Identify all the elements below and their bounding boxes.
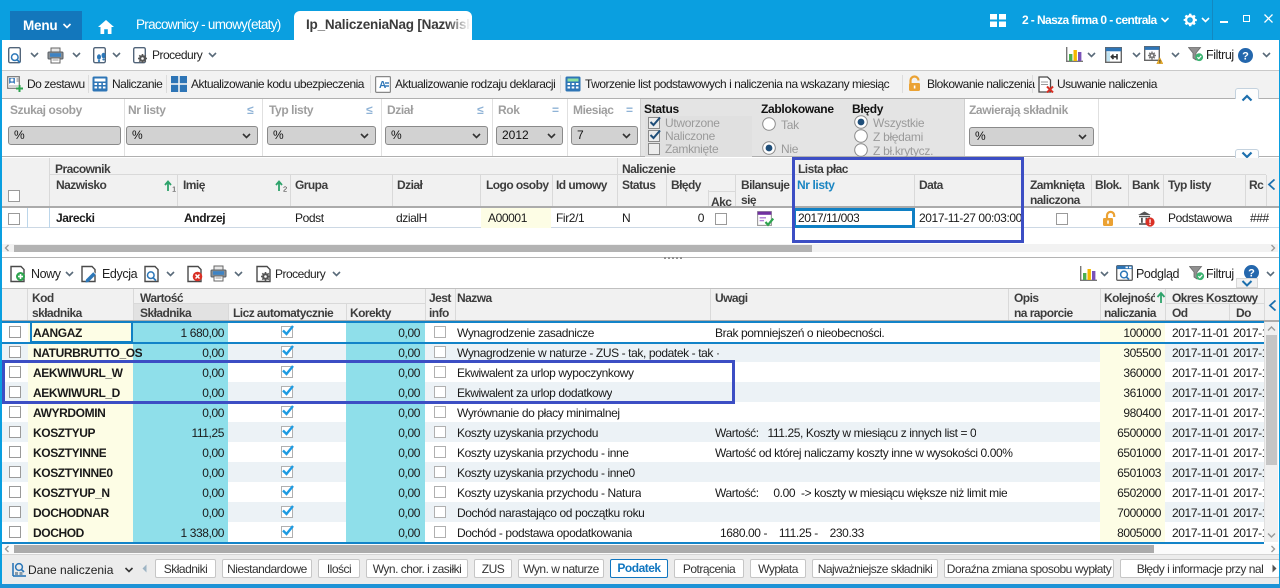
- svg-text:?: ?: [1242, 50, 1249, 62]
- svg-text:?: ?: [1248, 267, 1255, 279]
- svg-text:2: 2: [283, 185, 287, 193]
- svg-text:1: 1: [172, 185, 176, 193]
- svg-text:A: A: [379, 80, 386, 91]
